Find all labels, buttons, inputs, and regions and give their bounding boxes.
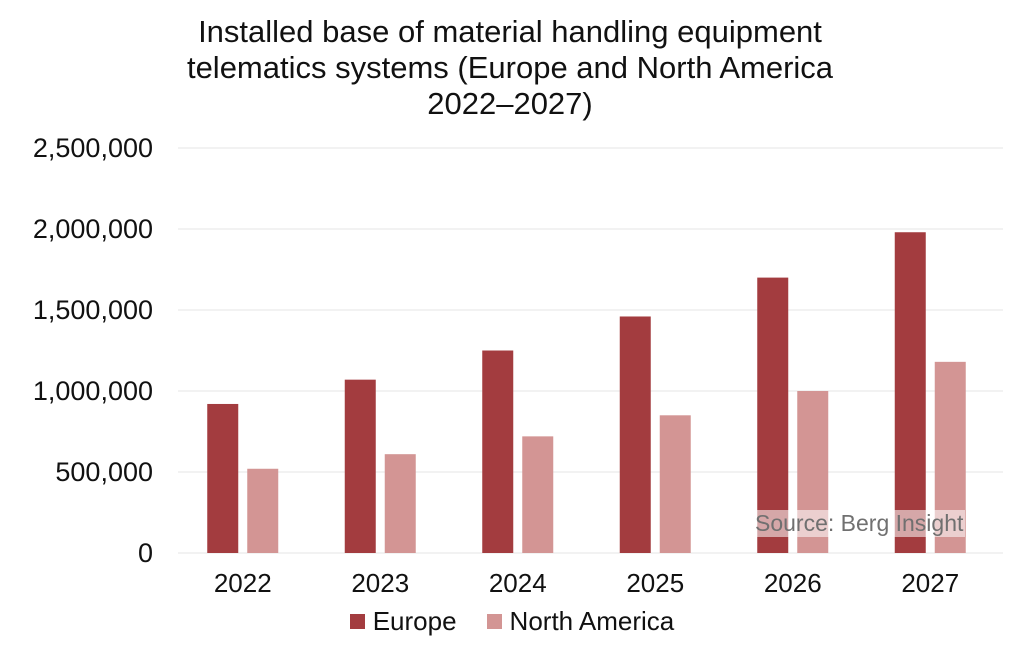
y-tick-label: 2,000,000 bbox=[33, 214, 153, 244]
y-tick-label: 500,000 bbox=[55, 457, 153, 487]
bar-north-america bbox=[522, 436, 554, 553]
x-tick-label: 2027 bbox=[901, 568, 959, 598]
legend-swatch-north-america bbox=[486, 614, 502, 629]
x-tick-label: 2025 bbox=[626, 568, 684, 598]
bar-europe bbox=[619, 316, 651, 553]
legend-label-north-america: North America bbox=[509, 606, 675, 636]
legend-label-europe: Europe bbox=[372, 606, 457, 636]
legend-swatch-europe bbox=[349, 614, 365, 629]
x-tick-label: 2024 bbox=[489, 568, 547, 598]
chart-title-line-2: telematics systems (Europe and North Ame… bbox=[186, 50, 834, 85]
y-tick-label: 1,500,000 bbox=[33, 295, 153, 325]
bar-europe bbox=[207, 403, 239, 553]
bar-europe bbox=[482, 350, 514, 553]
chart-legend: Europe North America bbox=[0, 606, 1024, 637]
chart-title-line-1: Installed base of material handling equi… bbox=[198, 14, 822, 49]
x-tick-label: 2022 bbox=[214, 568, 272, 598]
source-note: Source: Berg Insight bbox=[753, 510, 966, 537]
bar-north-america bbox=[247, 468, 279, 553]
bar-europe bbox=[894, 232, 926, 554]
bar-europe bbox=[344, 379, 376, 553]
chart-title: Installed base of material handling equi… bbox=[90, 14, 930, 122]
chart-title-line-3: 2022–2027) bbox=[427, 86, 593, 121]
legend-item-north-america: North America bbox=[486, 606, 675, 637]
bar-europe bbox=[757, 277, 789, 553]
y-tick-label: 0 bbox=[138, 538, 153, 568]
bar-north-america bbox=[384, 454, 416, 553]
bar-north-america bbox=[659, 415, 691, 553]
y-tick-label: 1,000,000 bbox=[33, 376, 153, 406]
y-tick-label: 2,500,000 bbox=[33, 133, 153, 163]
x-tick-label: 2023 bbox=[351, 568, 409, 598]
legend-item-europe: Europe bbox=[349, 606, 457, 637]
x-tick-label: 2026 bbox=[764, 568, 822, 598]
